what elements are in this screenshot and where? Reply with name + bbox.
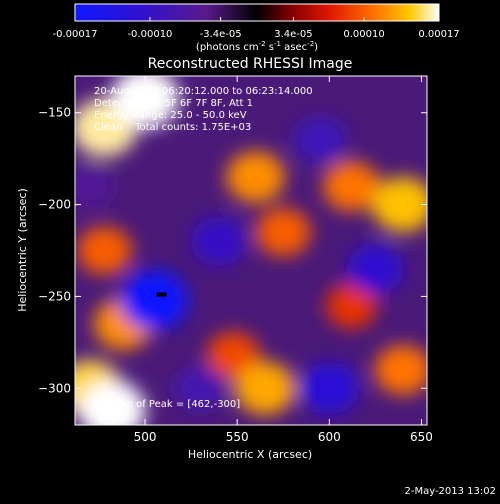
x-axis-label: Heliocentric X (arcsec) xyxy=(188,448,312,461)
heatmap-region xyxy=(77,380,146,425)
annotation-time: 20-Aug-2002 06:20:12.000 to 06:23:14.000 xyxy=(94,86,313,97)
annotation-detectors: Detectors: 4F 5F 6F 7F 8F, Att 1 xyxy=(94,98,253,109)
heatmap-region xyxy=(255,207,311,257)
y-tick-label: −300 xyxy=(38,381,71,395)
annotation-clean: Clean Total counts: 1.75E+03 xyxy=(94,122,251,133)
timestamp: 2-May-2013 13:02 xyxy=(404,486,496,497)
colorbar xyxy=(74,3,440,22)
heatmap-region xyxy=(111,76,180,129)
heatmap-region xyxy=(226,151,285,203)
heatmap-region xyxy=(325,283,377,329)
heatmap-region xyxy=(347,243,404,294)
x-tick-label: 500 xyxy=(134,430,157,444)
x-tick-label: 600 xyxy=(318,430,341,444)
heatmap-image xyxy=(75,76,427,425)
y-tick-label: −200 xyxy=(38,198,71,212)
plot-frame xyxy=(74,75,428,426)
heatmap-region xyxy=(120,270,189,331)
heatmap-region xyxy=(75,165,114,208)
heatmap-region xyxy=(234,361,296,415)
peak-marker xyxy=(156,292,167,297)
x-tick-label: 550 xyxy=(226,430,249,444)
colorbar-tick-label: -0.00010 xyxy=(127,29,172,40)
colorbar-ticks: -0.00017 -0.00010 -3.4e-05 3.4e-05 0.00010 0.… xyxy=(53,17,460,40)
colorbar-tick-label: -3.4e-05 xyxy=(200,29,242,40)
axis-ticks: 500 550 600 650 −300 −250 −200 −150 xyxy=(38,76,433,444)
heatmap-region xyxy=(323,161,380,212)
heatmap-region xyxy=(191,217,247,266)
y-axis-label: Heliocentric Y (arcsec) xyxy=(16,188,29,312)
heatmap-region xyxy=(293,116,347,164)
x-tick-label: 650 xyxy=(410,430,433,444)
colorbar-tick-label: 3.4e-05 xyxy=(274,29,312,40)
heatmap-region xyxy=(371,177,427,233)
heatmap-region xyxy=(77,226,132,275)
y-tick-label: −250 xyxy=(38,289,71,303)
colorbar-tick-label: 0.00017 xyxy=(418,29,459,40)
info-annotations: 20-Aug-2002 06:20:12.000 to 06:23:14.000… xyxy=(94,86,313,133)
colorbar-tick-label: 0.00010 xyxy=(343,29,384,40)
peak-position-label: Position of Peak = [462,-300] xyxy=(94,399,240,410)
colorbar-units: (photons cm-2 s-1 asec-2) xyxy=(196,40,318,53)
heatmap-regions xyxy=(75,76,427,425)
chart-title: Reconstructed RHESSI Image xyxy=(148,56,353,72)
y-tick-label: −150 xyxy=(38,106,71,120)
colorbar-tick-label: -0.00017 xyxy=(53,29,98,40)
heatmap-region xyxy=(300,362,359,415)
annotation-energy: Energy Range: 25.0 - 50.0 keV xyxy=(94,110,247,121)
heatmap-region xyxy=(174,365,226,411)
heatmap-region xyxy=(374,344,427,395)
